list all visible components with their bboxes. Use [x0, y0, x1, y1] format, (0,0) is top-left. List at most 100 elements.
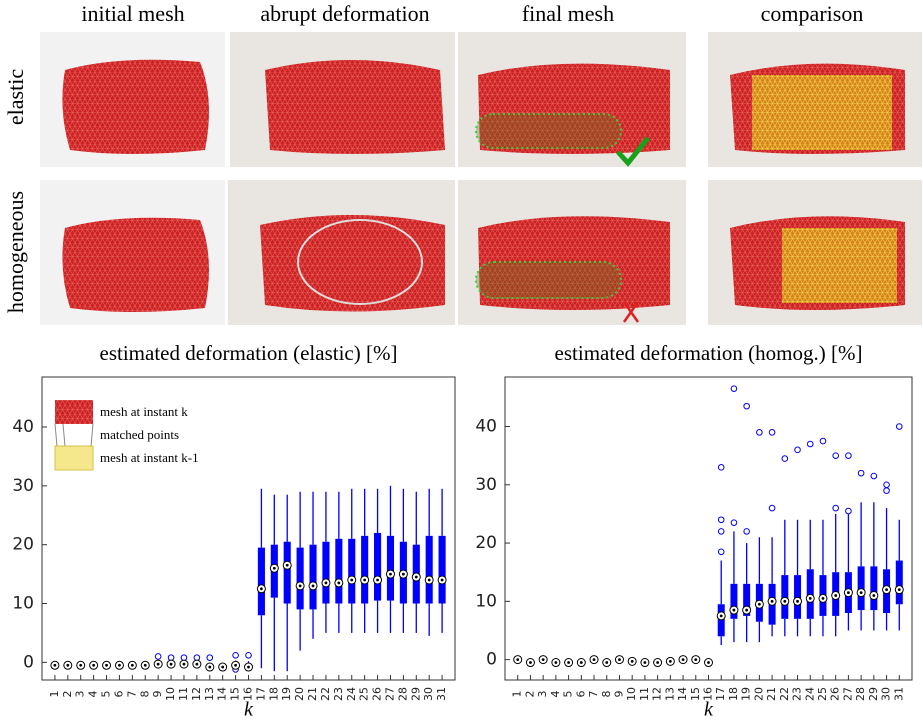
- x-tick-label: 16: [242, 687, 255, 701]
- x-tick-label: 8: [600, 691, 613, 698]
- x-tick-label: 19: [280, 687, 293, 701]
- outlier: [845, 507, 852, 515]
- x-tick-label: 7: [125, 691, 138, 698]
- median-dot: [440, 578, 444, 582]
- x-tick-label: 5: [562, 691, 575, 698]
- x-tick-label: 1: [48, 691, 61, 698]
- median-dot: [516, 658, 520, 662]
- box: [895, 560, 903, 605]
- x-tick-label: 14: [676, 687, 689, 701]
- outlier: [756, 429, 763, 436]
- outlier: [180, 654, 188, 661]
- median-dot: [643, 661, 647, 664]
- box: [730, 583, 738, 619]
- x-tick-label: 9: [151, 691, 164, 698]
- y-tick-label: 0: [23, 652, 34, 672]
- median-dot: [234, 663, 237, 667]
- median-dot: [579, 661, 583, 664]
- x-tick-label: 19: [740, 687, 753, 701]
- outlier: [245, 651, 252, 659]
- median-dot: [92, 663, 96, 667]
- x-tick-label: 30: [880, 687, 893, 701]
- mesh-outline: [297, 219, 423, 305]
- outlier: [794, 446, 801, 454]
- median-dot: [324, 581, 328, 585]
- highlight: [475, 113, 622, 149]
- median-dot: [118, 663, 121, 667]
- column-header: initial mesh: [81, 1, 184, 26]
- box: [386, 535, 395, 601]
- box: [296, 547, 304, 610]
- y-tick-label: 30: [12, 476, 34, 496]
- box: [743, 583, 751, 616]
- outlier: [806, 440, 814, 448]
- row-label: elastic: [3, 69, 28, 125]
- x-tick-label: 4: [549, 691, 562, 698]
- outlier: [717, 548, 725, 556]
- x-tick-label: 2: [61, 691, 74, 698]
- x-tick-label: 5: [100, 691, 113, 698]
- x-tick-label: 1: [511, 691, 524, 698]
- outlier: [768, 504, 776, 512]
- x-tick-label: 23: [791, 687, 804, 701]
- outlier: [883, 487, 890, 494]
- check-mark: [616, 136, 650, 167]
- x-tick-label: 16: [702, 687, 715, 701]
- overlay: [752, 75, 892, 150]
- x-tick-label: 2: [523, 691, 536, 698]
- median-dot: [195, 662, 199, 666]
- x-tick-label: 25: [358, 687, 371, 701]
- column-header: comparison: [761, 1, 864, 26]
- median-dot: [66, 663, 70, 667]
- x-tick-label: 20: [752, 687, 765, 701]
- outlier: [845, 452, 852, 459]
- median-dot: [389, 572, 392, 576]
- box: [257, 547, 265, 616]
- x-tick-label: 18: [267, 687, 280, 701]
- median-dot: [541, 658, 545, 662]
- y-tick-label: 40: [475, 417, 497, 437]
- outlier: [781, 455, 789, 462]
- median-dot: [796, 599, 799, 603]
- y-tick-label: 10: [475, 591, 497, 611]
- x-tick-label: 18: [727, 687, 740, 701]
- x-tick-label: 20: [293, 687, 306, 701]
- outlier: [743, 402, 750, 410]
- median-dot: [529, 661, 532, 664]
- x-tick-label: 4: [87, 691, 100, 698]
- box: [361, 535, 369, 604]
- median-dot: [298, 584, 302, 588]
- legend-label: mesh at instant k: [100, 404, 188, 419]
- median-dot: [694, 658, 698, 662]
- x-tick-label: 10: [625, 687, 638, 701]
- median-dot: [143, 663, 147, 667]
- x-tick-label: 31: [892, 687, 905, 701]
- x-tick-label: 27: [841, 687, 854, 701]
- legend-lines: [54, 423, 94, 447]
- median-dot: [847, 591, 850, 594]
- legend-label: matched points: [100, 427, 179, 442]
- y-tick-label: 30: [475, 475, 497, 495]
- outlier: [730, 385, 738, 392]
- x-tick-label: 30: [422, 687, 435, 701]
- x-tick-label: 23: [332, 687, 345, 701]
- x-tick-label: 8: [138, 691, 151, 698]
- outlier: [717, 528, 725, 535]
- outlier: [832, 504, 839, 512]
- x-tick-label: 26: [829, 687, 842, 701]
- box: [309, 544, 317, 610]
- x-tick-label: 11: [638, 687, 651, 701]
- median-dot: [247, 665, 250, 669]
- x-tick-label: 11: [177, 687, 190, 701]
- median-dot: [630, 659, 634, 663]
- median-dot: [79, 663, 83, 667]
- x-tick-label: 7: [587, 691, 600, 698]
- median-dot: [808, 597, 812, 600]
- median-dot: [376, 578, 379, 582]
- box: [374, 532, 382, 601]
- cushion: [265, 60, 445, 154]
- cross-mark: [622, 301, 640, 323]
- median-dot: [350, 578, 354, 582]
- median-dot: [732, 608, 736, 612]
- median-dot: [272, 566, 276, 570]
